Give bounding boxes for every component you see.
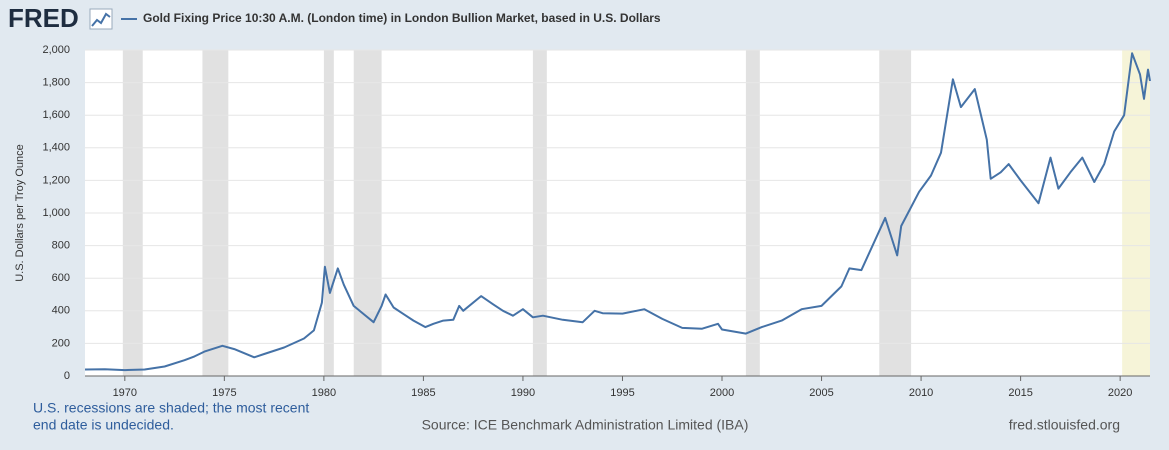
x-tick-label: 1985 (411, 387, 435, 399)
y-tick-label: 1,200 (42, 174, 70, 186)
x-tick-label: 2010 (909, 387, 933, 399)
x-tick-label: 1980 (312, 387, 336, 399)
y-tick-label: 1,800 (42, 77, 70, 89)
site-url: fred.stlouisfed.org (1009, 417, 1120, 433)
x-tick-label: 1995 (610, 387, 634, 399)
source: Source: ICE Benchmark Administration Lim… (422, 417, 749, 433)
y-tick-label: 2,000 (42, 44, 70, 56)
x-tick-label: 1975 (212, 387, 236, 399)
y-tick-label: 400 (52, 305, 70, 317)
y-tick-label: 1,400 (42, 142, 70, 154)
series-line (84, 52, 1151, 372)
x-tick-label: 1990 (511, 387, 535, 399)
y-tick-label: 0 (64, 370, 70, 382)
legend-label: Gold Fixing Price 10:30 A.M. (London tim… (143, 11, 661, 25)
x-tick-label: 2020 (1108, 387, 1132, 399)
x-tick-label: 2000 (710, 387, 734, 399)
y-axis-label: U.S. Dollars per Troy Ounce (14, 144, 26, 282)
y-tick-label: 200 (52, 337, 70, 349)
y-tick-label: 800 (52, 240, 70, 252)
x-tick-label: 1970 (113, 387, 137, 399)
y-tick-label: 600 (52, 272, 70, 284)
logo-icon (89, 8, 113, 30)
y-tick-label: 1,600 (42, 109, 70, 121)
y-tick-label: 1,000 (42, 207, 70, 219)
note: U.S. recessions are shaded; the most rec… (33, 400, 309, 416)
x-tick-label: 2015 (1008, 387, 1032, 399)
logo: FRED (8, 3, 79, 33)
x-tick-label: 2005 (809, 387, 833, 399)
note: end date is undecided. (33, 417, 174, 433)
